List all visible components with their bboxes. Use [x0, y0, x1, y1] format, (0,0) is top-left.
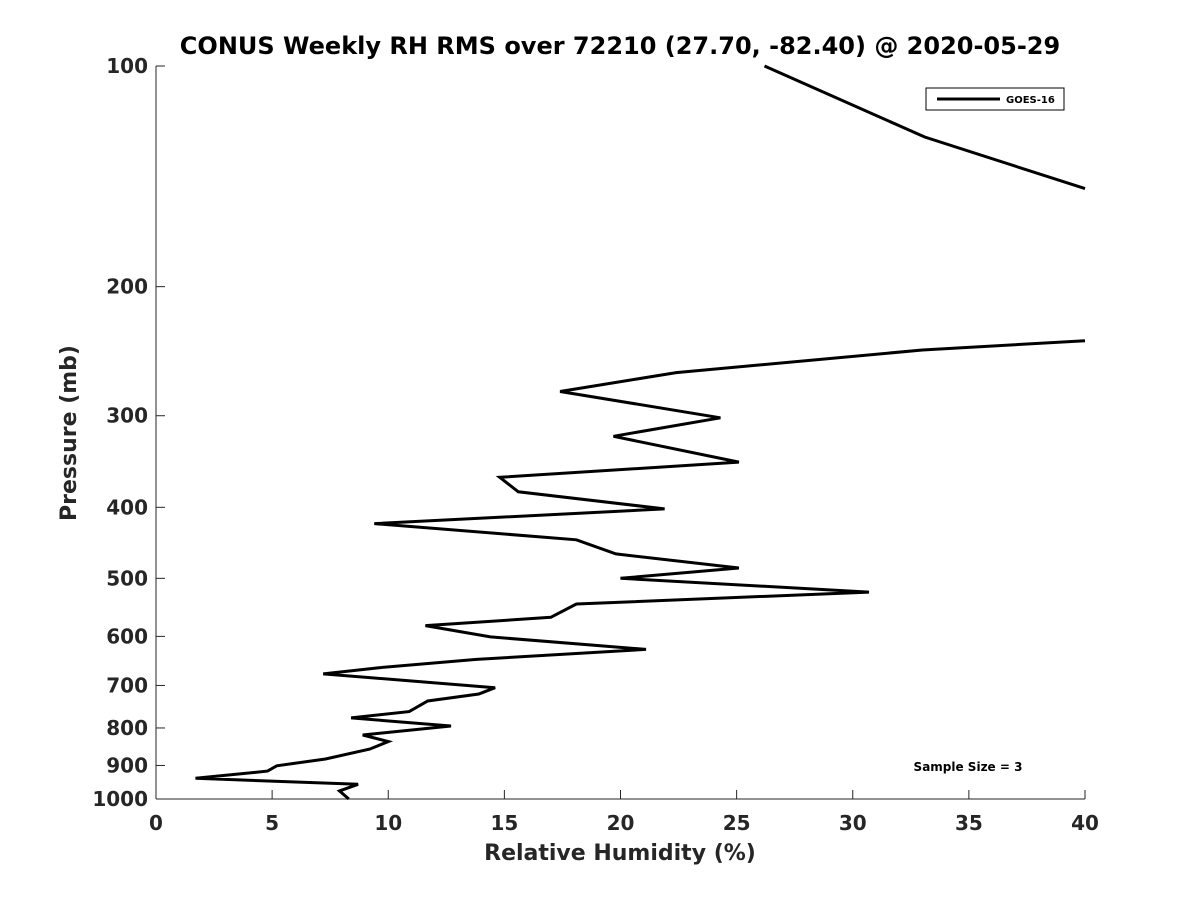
series-line-goes-16: [763, 64, 1086, 191]
y-axis-ticks: 100 200 300 400 500 600 700 800 900 1000: [92, 54, 165, 811]
y-tick-label: 400: [106, 495, 148, 519]
x-tick-label: 15: [490, 811, 518, 835]
y-tick-label: 200: [106, 275, 148, 299]
plot-area: 0 5 10 15 20 25 30 35 40 100 200 300 400 500 600 700 80…: [92, 54, 1099, 835]
sample-size-annotation: Sample Size = 3: [914, 760, 1023, 774]
x-tick-label: 5: [265, 811, 279, 835]
x-tick-label: 30: [839, 811, 867, 835]
y-tick-label: 600: [106, 624, 148, 648]
y-tick-label: 700: [106, 673, 148, 697]
y-tick-label: 1000: [92, 787, 148, 811]
x-axis-label: Relative Humidity (%): [484, 841, 756, 866]
x-tick-label: 40: [1071, 811, 1099, 835]
x-tick-label: 25: [723, 811, 751, 835]
x-tick-label: 10: [374, 811, 402, 835]
y-tick-label: 100: [106, 54, 148, 78]
series-layer: [195, 64, 1086, 801]
x-tick-label: 0: [149, 811, 163, 835]
x-tick-label: 35: [955, 811, 983, 835]
x-axis-ticks: 0 5 10 15 20 25 30 35 40: [149, 790, 1099, 835]
y-tick-label: 900: [106, 753, 148, 777]
y-tick-label: 300: [106, 404, 148, 428]
y-tick-label: 500: [106, 566, 148, 590]
legend-label-goes-16: GOES-16: [1006, 95, 1055, 106]
y-tick-label: 800: [106, 716, 148, 740]
chart-title: CONUS Weekly RH RMS over 72210 (27.70, -…: [180, 32, 1060, 60]
legend: GOES-16: [925, 87, 1065, 111]
y-axis-label: Pressure (mb): [57, 345, 82, 521]
series-line-goes-16: [195, 339, 1086, 801]
x-tick-label: 20: [607, 811, 635, 835]
